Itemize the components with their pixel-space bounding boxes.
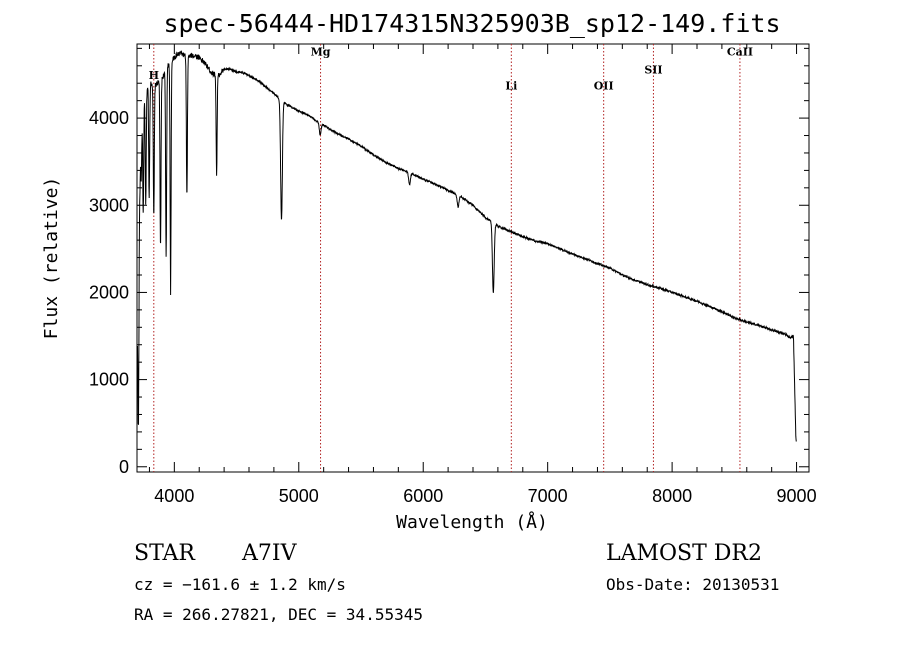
line-marker-label-sii: SII <box>644 64 662 77</box>
x-tick-label: 9000 <box>777 486 817 506</box>
observation-date: Obs-Date: 20130531 <box>606 575 779 594</box>
redshift-readout: cz = −161.6 ± 1.2 km/s <box>134 575 346 594</box>
chart-title: spec-56444-HD174315N325903B_sp12-149.fit… <box>163 9 780 38</box>
x-tick-label: 4000 <box>154 486 194 506</box>
survey-name: LAMOST DR2 <box>606 541 762 566</box>
axes: 4000 5000 6000 7000 8000 9000 0 1000 2000 3000 400… <box>89 44 817 506</box>
line-marker-label-oii: OII <box>594 79 614 92</box>
spectrum-line <box>136 50 797 442</box>
emission-line-markers: H Mg Li OII SII CaII <box>149 44 753 472</box>
y-tick-label: 1000 <box>89 370 129 390</box>
x-axis-label: Wavelength (Å) <box>396 511 548 533</box>
x-tick-label: 8000 <box>652 486 692 506</box>
y-tick-label: 0 <box>119 457 129 477</box>
y-axis-label: Flux (relative) <box>41 177 62 340</box>
line-marker-label-h: H <box>149 69 159 82</box>
x-tick-label: 6000 <box>403 486 443 506</box>
x-tick-label: 7000 <box>528 486 568 506</box>
line-marker-label-li: Li <box>505 79 517 92</box>
line-marker-label-caii: CaII <box>727 45 753 58</box>
y-tick-label: 3000 <box>89 195 129 215</box>
object-subclass: A7IV <box>241 541 298 566</box>
coordinates-readout: RA = 266.27821, DEC = 34.55345 <box>134 605 423 624</box>
x-tick-label: 5000 <box>279 486 319 506</box>
plot-frame <box>136 43 810 473</box>
y-tick-label: 4000 <box>89 108 129 128</box>
y-tick-label: 2000 <box>89 282 129 302</box>
line-marker-label-mg: Mg <box>311 45 331 58</box>
object-class: STAR <box>134 541 196 566</box>
